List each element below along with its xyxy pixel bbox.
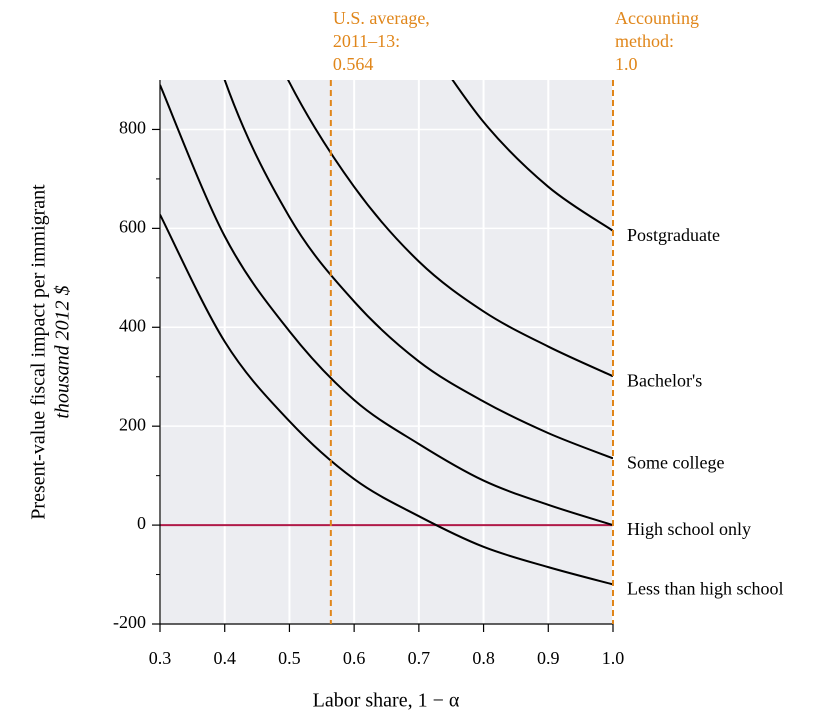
series-label: Bachelor's bbox=[627, 370, 702, 390]
y-axis-title: Present-value fiscal impact per immigran… bbox=[28, 184, 50, 520]
reference-label: U.S. average, bbox=[333, 8, 430, 28]
y-tick-label: 800 bbox=[119, 118, 146, 138]
series-label: High school only bbox=[627, 519, 751, 539]
y-tick-label: 0 bbox=[137, 513, 146, 533]
x-tick-label: 0.3 bbox=[149, 648, 172, 668]
reference-label: Accounting bbox=[615, 8, 699, 28]
series-line bbox=[287, 80, 613, 378]
reference-label: 0.564 bbox=[333, 54, 374, 74]
y-tick-label: 600 bbox=[119, 216, 146, 236]
x-tick-label: 0.9 bbox=[537, 648, 560, 668]
x-tick-label: 0.4 bbox=[213, 648, 236, 668]
series-line bbox=[223, 80, 613, 460]
x-tick-label: 0.6 bbox=[343, 648, 366, 668]
y-tick-label: 400 bbox=[119, 315, 146, 335]
x-axis-title: Labor share, 1 − α bbox=[313, 690, 460, 712]
plot-background bbox=[160, 80, 613, 624]
y-tick-label: 200 bbox=[119, 414, 146, 434]
series-label: Some college bbox=[627, 452, 724, 472]
reference-label: method: bbox=[615, 31, 674, 51]
series-line bbox=[451, 80, 613, 232]
series-label: Postgraduate bbox=[627, 225, 720, 245]
series-line bbox=[160, 214, 613, 586]
x-tick-label: 0.7 bbox=[408, 648, 431, 668]
reference-label: 1.0 bbox=[615, 54, 638, 74]
x-tick-label: 1.0 bbox=[602, 648, 625, 668]
series-label: Less than high school bbox=[627, 579, 783, 599]
series-line bbox=[160, 84, 613, 527]
y-axis-subtitle: thousand 2012 $ bbox=[52, 285, 74, 418]
reference-label: 2011–13: bbox=[333, 31, 400, 51]
x-tick-label: 0.5 bbox=[278, 648, 301, 668]
y-tick-label: -200 bbox=[113, 612, 146, 632]
x-tick-label: 0.8 bbox=[472, 648, 495, 668]
